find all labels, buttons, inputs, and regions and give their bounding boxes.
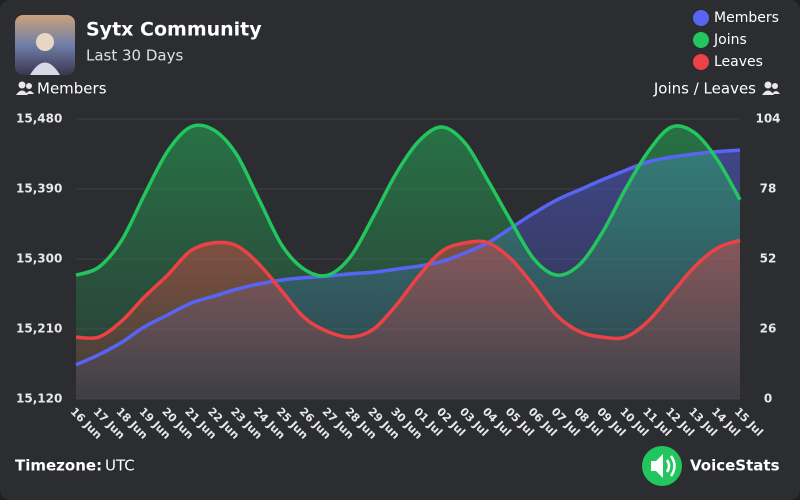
avatar-figure bbox=[36, 33, 54, 51]
y2-tick-label: 0 bbox=[764, 392, 772, 406]
y-tick-label: 15,390 bbox=[16, 182, 62, 196]
series-line bbox=[75, 238, 741, 341]
brand-logo-waves bbox=[665, 455, 676, 477]
legend-label: Joins bbox=[713, 32, 747, 48]
y2-tick-label: 78 bbox=[760, 182, 777, 196]
joins-leaves-icon bbox=[762, 81, 780, 95]
legend-label: Members bbox=[714, 10, 779, 26]
legend-swatch bbox=[693, 32, 709, 48]
brand-logo-speaker bbox=[651, 454, 663, 478]
legend-swatch bbox=[693, 54, 709, 70]
footer-label: Timezone: bbox=[15, 457, 102, 475]
y-tick-label: 15,120 bbox=[16, 392, 62, 406]
y2-tick-label: 104 bbox=[755, 112, 780, 126]
y2-tick-label: 52 bbox=[760, 252, 777, 266]
y-tick-label: 15,480 bbox=[16, 112, 62, 126]
footer-value: UTC bbox=[105, 457, 135, 475]
legend-swatch bbox=[693, 10, 709, 26]
title: Sytx Community bbox=[86, 19, 262, 41]
y2-tick-label: 26 bbox=[760, 322, 777, 336]
members-icon bbox=[16, 81, 34, 95]
y2-axis-label: Joins / Leaves bbox=[653, 80, 756, 98]
area-fill bbox=[76, 240, 740, 399]
avatar-figure bbox=[30, 62, 60, 75]
y-axis-label: Members bbox=[37, 80, 107, 98]
y-tick-label: 15,300 bbox=[16, 252, 62, 266]
series-line bbox=[75, 148, 741, 367]
y-tick-label: 15,210 bbox=[16, 322, 62, 336]
brand-name: VoiceStats bbox=[690, 457, 780, 475]
subtitle: Last 30 Days bbox=[86, 47, 183, 65]
legend-label: Leaves bbox=[714, 54, 763, 70]
series-line bbox=[75, 123, 742, 278]
